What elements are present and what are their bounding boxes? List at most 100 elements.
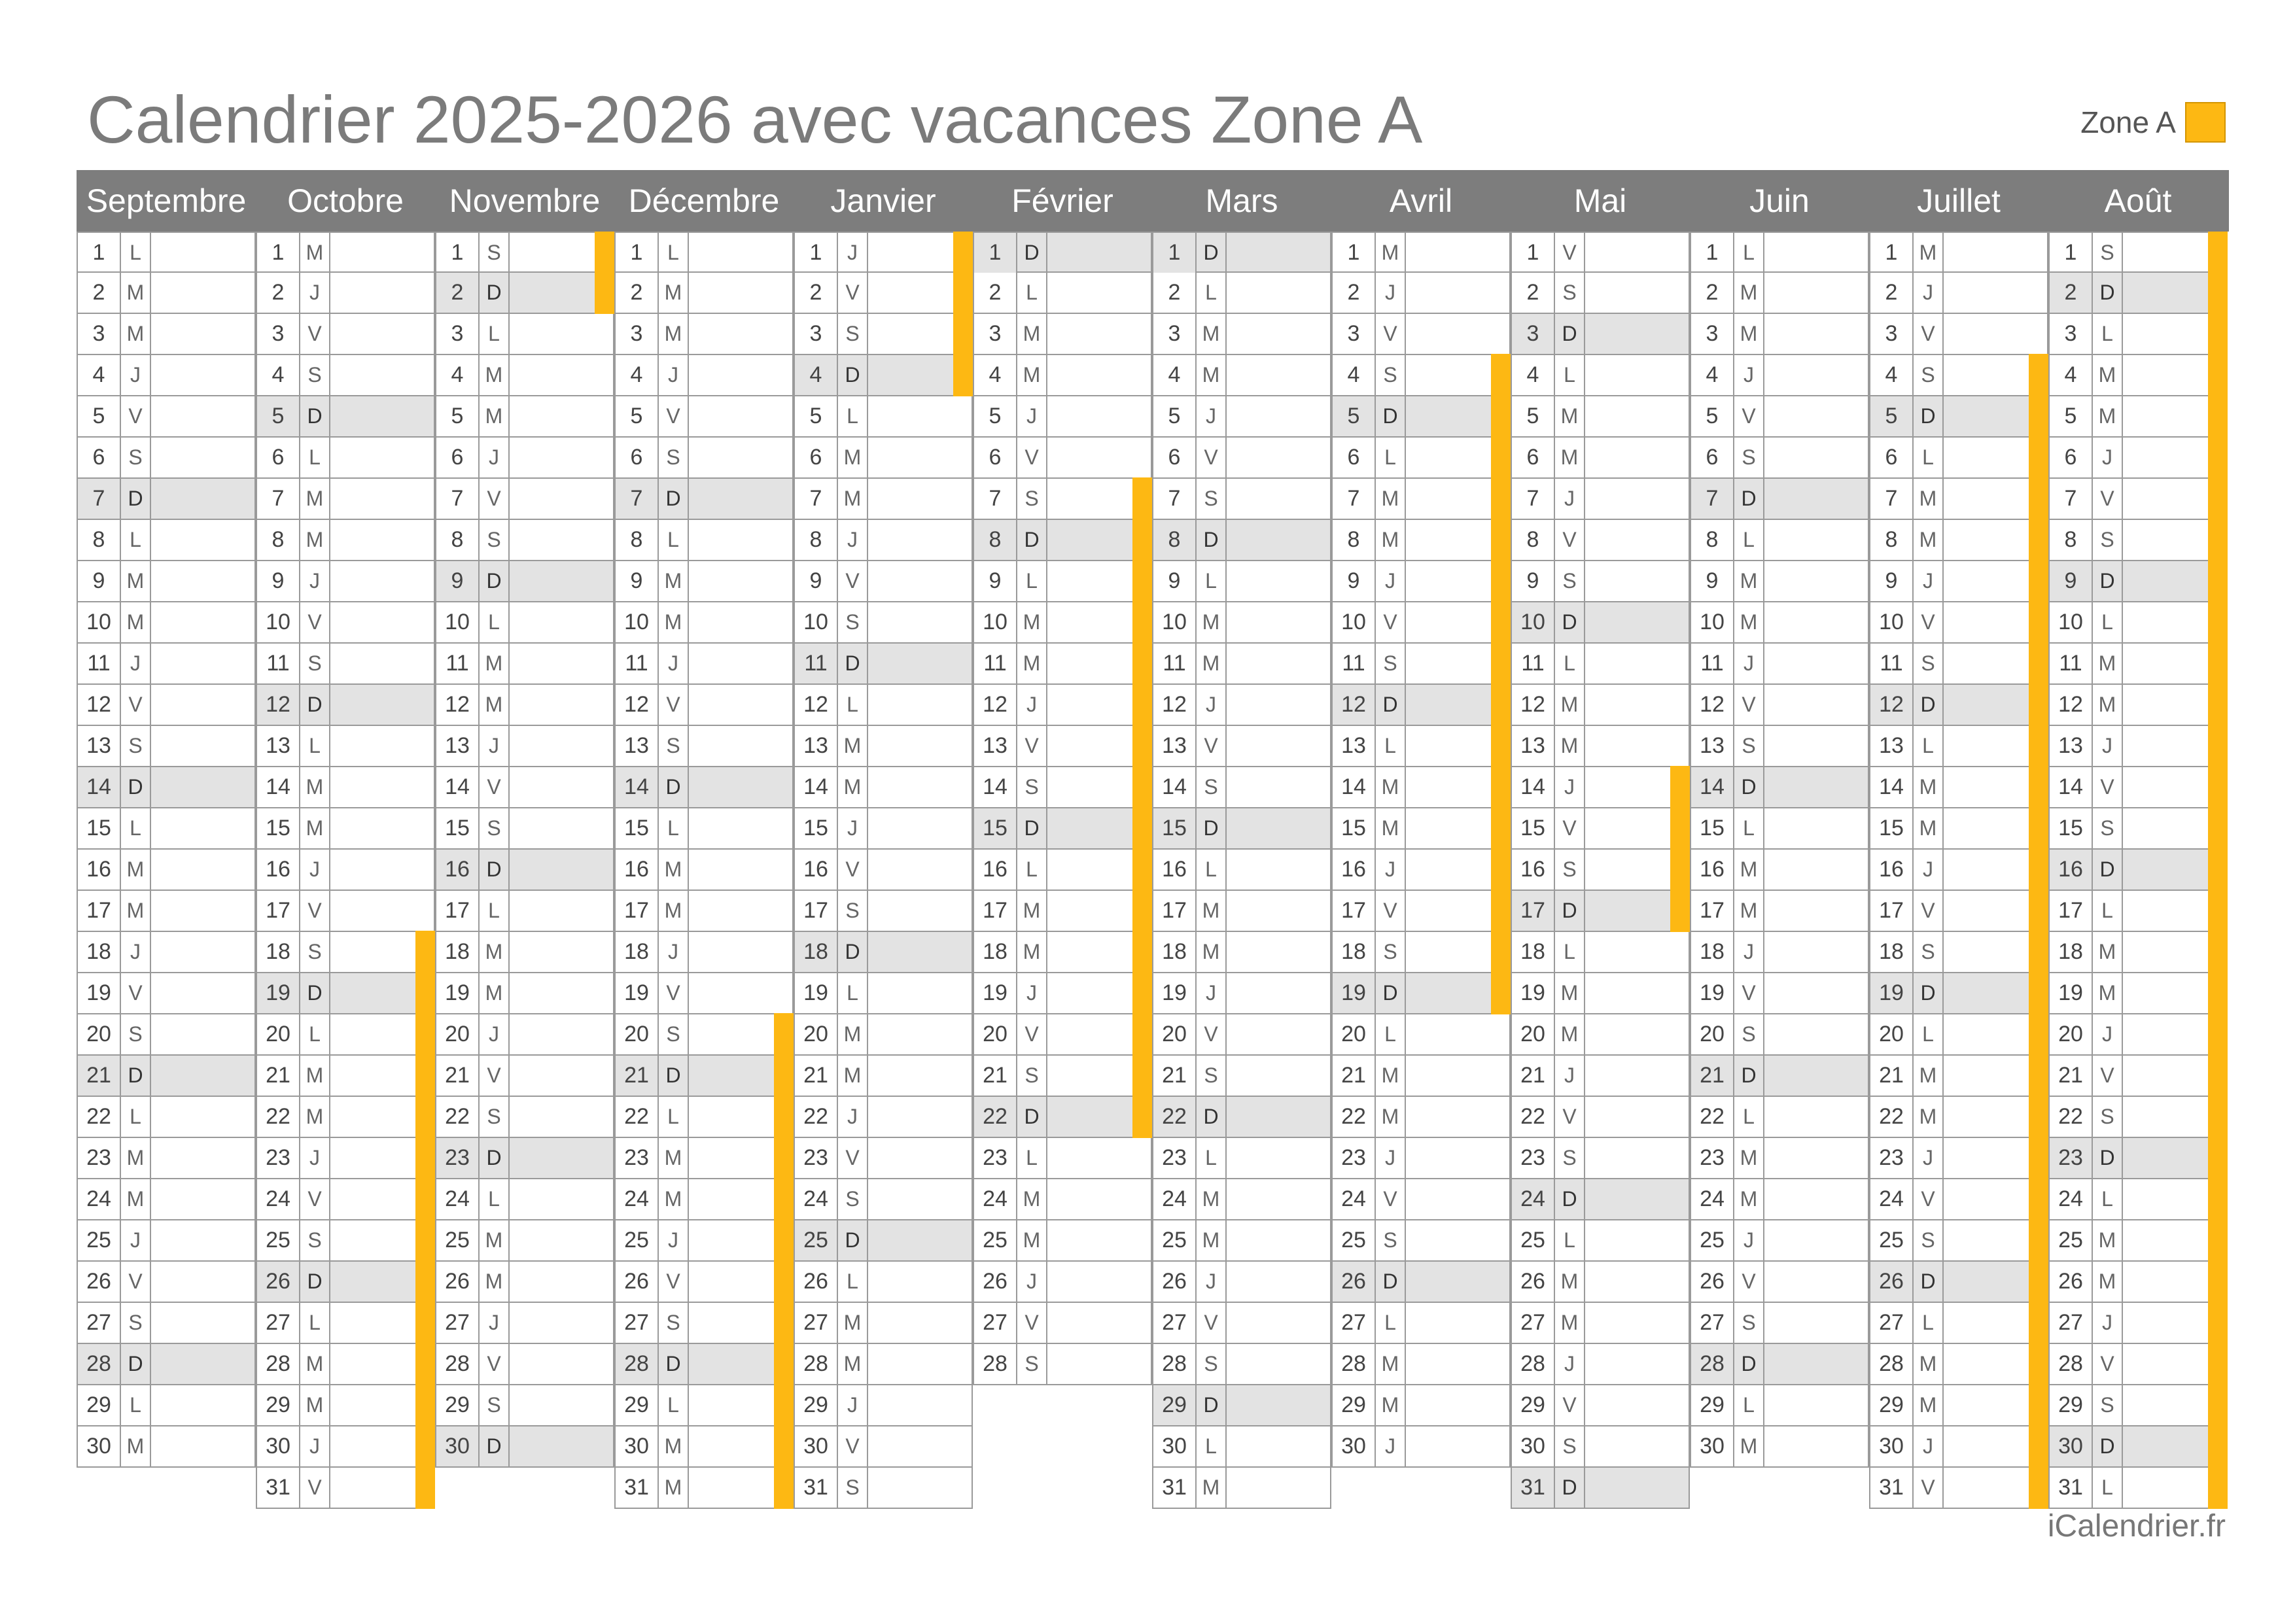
- day-row: 31 L: [2048, 1466, 2228, 1509]
- weekday-letter: V: [1017, 726, 1047, 766]
- weekday-letter: L: [121, 520, 151, 560]
- day-row: 19 V: [77, 973, 256, 1014]
- weekday-letter: V: [1197, 726, 1227, 766]
- weekday-letter: M: [300, 808, 330, 848]
- weekday-letter: M: [300, 1097, 330, 1137]
- day-number: 27: [257, 1303, 300, 1343]
- day-row: 16 J: [1331, 848, 1511, 891]
- day-number: 21: [1870, 1056, 1914, 1096]
- weekday-letter: M: [1017, 355, 1047, 395]
- day-row: 19 L: [794, 973, 973, 1014]
- weekday-letter: J: [1197, 396, 1227, 436]
- day-number: 7: [974, 479, 1017, 519]
- weekday-letter: L: [1017, 561, 1047, 601]
- day-row: 28 D: [1690, 1344, 1869, 1385]
- weekday-letter: L: [480, 602, 510, 642]
- day-row: 22 L: [77, 1097, 256, 1138]
- day-number: 18: [78, 932, 121, 972]
- vacation-marker: [2029, 436, 2048, 479]
- vacation-marker: [774, 1384, 794, 1426]
- day-number: 28: [1512, 1344, 1555, 1384]
- weekday-letter: S: [659, 1014, 689, 1054]
- weekday-letter: D: [659, 479, 689, 519]
- day-row: 23 M: [614, 1137, 794, 1179]
- weekday-letter: D: [659, 1344, 689, 1384]
- day-row: 18 D: [794, 932, 973, 973]
- weekday-letter: M: [838, 438, 868, 477]
- month-header-bar: Septembre Octobre Novembre Décembre Janvier F…: [77, 170, 2229, 232]
- day-number: 11: [1870, 644, 1914, 683]
- day-number: 25: [1333, 1220, 1376, 1260]
- vacation-marker: [2208, 313, 2228, 355]
- day-number: 6: [257, 438, 300, 477]
- day-number: 9: [1153, 561, 1197, 601]
- vacation-marker: [2208, 1260, 2228, 1303]
- day-number: 24: [436, 1179, 480, 1219]
- day-number: 21: [1512, 1056, 1555, 1096]
- weekday-letter: S: [2093, 233, 2123, 273]
- day-row: 12 M: [435, 685, 614, 726]
- day-row: 15 M: [1331, 807, 1511, 850]
- day-number: 10: [1870, 602, 1914, 642]
- day-number: 22: [616, 1097, 659, 1137]
- day-row: 30 J: [1869, 1425, 2048, 1468]
- day-row: 22 D: [1152, 1097, 1331, 1138]
- day-number: 7: [436, 479, 480, 519]
- vacation-marker: [2208, 1013, 2228, 1056]
- day-number: 21: [78, 1056, 121, 1096]
- weekday-letter: D: [1376, 1262, 1406, 1302]
- weekday-letter: V: [838, 1426, 868, 1466]
- weekday-letter: M: [300, 520, 330, 560]
- vacation-marker: [2208, 683, 2228, 726]
- day-number: 2: [436, 273, 480, 313]
- day-number: 18: [795, 932, 838, 972]
- weekday-letter: L: [2093, 314, 2123, 354]
- day-row: 13 S: [1690, 726, 1869, 767]
- day-number: 5: [974, 396, 1017, 436]
- weekday-letter: L: [659, 1385, 689, 1425]
- weekday-letter: M: [1555, 438, 1585, 477]
- weekday-letter: V: [121, 396, 151, 436]
- weekday-letter: D: [838, 355, 868, 395]
- weekday-letter: M: [659, 273, 689, 313]
- weekday-letter: L: [838, 396, 868, 436]
- day-row: 12 L: [794, 685, 973, 726]
- weekday-letter: V: [1376, 314, 1406, 354]
- day-row: 15 D: [1152, 808, 1331, 850]
- day-number: 23: [2050, 1138, 2093, 1178]
- day-number: 21: [974, 1056, 1017, 1096]
- day-row: 25 M: [2048, 1219, 2228, 1262]
- vacation-marker: [415, 1219, 435, 1262]
- weekday-letter: S: [1017, 479, 1047, 519]
- day-row: 11 M: [1152, 644, 1331, 685]
- day-number: 19: [795, 973, 838, 1013]
- day-number: 14: [1870, 767, 1914, 807]
- weekday-letter: S: [1197, 1344, 1227, 1384]
- weekday-letter: D: [480, 561, 510, 601]
- day-row: 24 M: [973, 1179, 1152, 1220]
- weekday-letter: D: [1914, 396, 1944, 436]
- weekday-letter: L: [1197, 1426, 1227, 1466]
- vacation-marker: [2208, 1219, 2228, 1262]
- weekday-letter: L: [659, 520, 689, 560]
- day-row: 21 S: [1152, 1056, 1331, 1097]
- day-number: 27: [1153, 1303, 1197, 1343]
- weekday-letter: M: [659, 850, 689, 890]
- vacation-marker: [415, 972, 435, 1014]
- day-row: 18 J: [1690, 932, 1869, 973]
- weekday-letter: D: [1017, 520, 1047, 560]
- vacation-marker: [595, 232, 614, 274]
- day-number: 21: [257, 1056, 300, 1096]
- day-number: 20: [1153, 1014, 1197, 1054]
- vacation-marker: [774, 1466, 794, 1509]
- weekday-letter: L: [2093, 1468, 2123, 1508]
- weekday-letter: S: [480, 1097, 510, 1137]
- day-row: 26 V: [77, 1262, 256, 1303]
- weekday-letter: M: [300, 1385, 330, 1425]
